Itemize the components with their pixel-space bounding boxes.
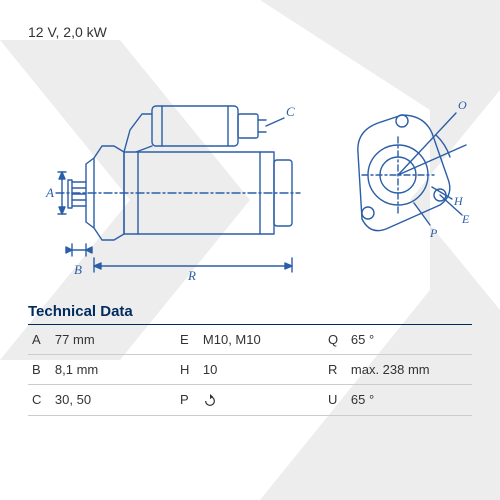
spec-key: R	[324, 355, 347, 385]
drawing-side-view: A B C R	[28, 60, 318, 280]
spec-val: 65 °	[347, 325, 472, 355]
spec-key: P	[176, 385, 199, 416]
rotation-icon	[203, 394, 217, 408]
section-heading: Technical Data	[28, 303, 472, 325]
spec-key: B	[28, 355, 51, 385]
label-b: B	[74, 262, 82, 277]
label-h: H	[453, 194, 464, 208]
spec-key: A	[28, 325, 51, 355]
spec-key: C	[28, 385, 51, 416]
spec-val: 10	[199, 355, 324, 385]
spec-val: 65 °	[347, 385, 472, 416]
table-row: C 30, 50 P U 65 °	[28, 385, 472, 416]
spec-val: M10, M10	[199, 325, 324, 355]
drawing-end-view: O H P E	[332, 87, 472, 252]
spec-table: A 77 mm E M10, M10 Q 65 ° B 8,1 mm H 10 …	[28, 325, 472, 416]
table-row: A 77 mm E M10, M10 Q 65 °	[28, 325, 472, 355]
label-r: R	[187, 268, 196, 280]
spec-key: Q	[324, 325, 347, 355]
label-c: C	[286, 104, 295, 119]
label-a: A	[45, 185, 54, 200]
spec-key: H	[176, 355, 199, 385]
power-spec: 12 V, 2,0 kW	[28, 24, 472, 40]
label-o: O	[458, 98, 467, 112]
technical-drawings: A B C R	[28, 52, 472, 287]
spec-val	[199, 385, 324, 416]
label-e: E	[461, 212, 470, 226]
table-row: B 8,1 mm H 10 R max. 238 mm	[28, 355, 472, 385]
spec-key: E	[176, 325, 199, 355]
spec-val: 77 mm	[51, 325, 176, 355]
spec-key: U	[324, 385, 347, 416]
spec-val: 30, 50	[51, 385, 176, 416]
label-p: P	[429, 226, 438, 240]
spec-val: 8,1 mm	[51, 355, 176, 385]
spec-val: max. 238 mm	[347, 355, 472, 385]
